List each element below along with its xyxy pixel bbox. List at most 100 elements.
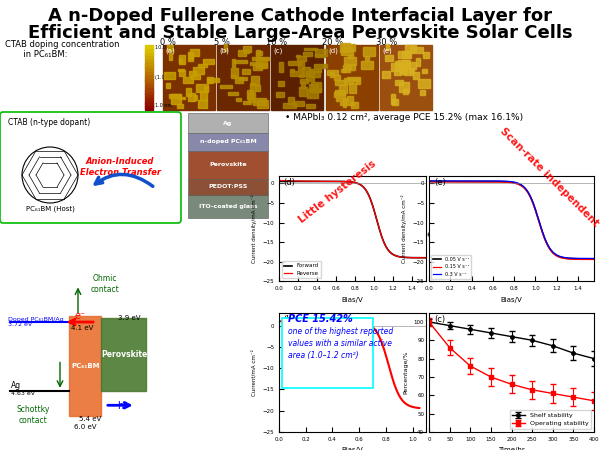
Bar	[250, 83, 254, 92]
FancyBboxPatch shape	[0, 112, 181, 223]
Bar	[356, 80, 360, 84]
Bar	[347, 77, 360, 81]
Bar	[256, 58, 266, 67]
Text: 1.0 nm: 1.0 nm	[155, 103, 172, 108]
Bar	[404, 70, 413, 75]
0.15 V s⁻¹	[565, 256, 572, 262]
Bar	[400, 65, 405, 74]
Bar	[256, 51, 262, 55]
Line: 0.3 V s⁻¹: 0.3 V s⁻¹	[429, 181, 594, 258]
Text: 3.9 eV: 3.9 eV	[118, 315, 140, 321]
Bar	[191, 75, 200, 79]
Bar	[306, 72, 314, 81]
0.05 V s⁻¹	[426, 179, 433, 184]
Bar	[145, 96, 153, 100]
Bar	[208, 78, 219, 82]
Text: 10.0 nm: 10.0 nm	[155, 45, 175, 50]
Bar	[188, 179, 268, 195]
Bar	[403, 89, 408, 94]
Bar	[243, 101, 251, 104]
Bar	[341, 47, 353, 55]
Bar	[340, 43, 350, 53]
Bar	[164, 72, 175, 79]
FancyArrowPatch shape	[95, 175, 153, 186]
Text: PC₆₁BM: PC₆₁BM	[71, 363, 100, 369]
Bar	[188, 71, 196, 76]
Bar	[326, 45, 378, 110]
Bar	[188, 133, 268, 151]
0.3 V s⁻¹	[524, 188, 531, 194]
Bar	[353, 78, 359, 81]
Bar	[391, 63, 403, 71]
Bar	[145, 71, 153, 74]
Line: Forward: Forward	[279, 181, 426, 258]
Bar	[188, 195, 268, 218]
X-axis label: Bias/V: Bias/V	[341, 447, 364, 450]
Bar	[238, 77, 247, 80]
Text: Doped PC₆₁BM/Ag: Doped PC₆₁BM/Ag	[8, 317, 64, 322]
Bar	[340, 102, 346, 105]
Text: (b): (b)	[219, 47, 229, 54]
Bar	[343, 65, 350, 72]
Bar	[169, 53, 172, 60]
Bar	[343, 98, 346, 107]
Bar	[346, 64, 355, 70]
Text: • FAPbI₃ device with large active area of 1.2 cm²: • FAPbI₃ device with large active area o…	[285, 230, 505, 239]
Bar	[199, 64, 207, 67]
Bar	[231, 75, 236, 78]
Bar	[385, 55, 393, 61]
Bar	[301, 79, 308, 83]
Line: Reverse: Reverse	[279, 180, 426, 258]
Text: Ohmic
contact: Ohmic contact	[91, 274, 119, 293]
Text: PC₆₁BM (Host): PC₆₁BM (Host)	[26, 206, 74, 212]
Text: (d): (d)	[328, 47, 338, 54]
Bar	[400, 66, 407, 73]
Text: Efficient and Stable Large-Area Perovskite Solar Cells: Efficient and Stable Large-Area Perovski…	[28, 24, 572, 42]
Bar	[188, 151, 268, 179]
Text: (1.0 nm: (1.0 nm	[155, 75, 174, 80]
Bar	[217, 45, 269, 110]
Bar	[347, 65, 351, 69]
Bar	[361, 61, 373, 69]
Legend: 0.05 V s⁻¹, 0.15 V s⁻¹, 0.3 V s⁻¹: 0.05 V s⁻¹, 0.15 V s⁻¹, 0.3 V s⁻¹	[431, 255, 471, 279]
Bar	[186, 88, 191, 96]
Y-axis label: Current density/mA cm⁻²: Current density/mA cm⁻²	[401, 194, 407, 263]
Bar	[145, 87, 153, 90]
Bar	[198, 100, 207, 108]
Bar	[235, 77, 244, 83]
Bar	[193, 68, 203, 73]
Bar	[410, 47, 422, 53]
Bar	[145, 45, 153, 48]
Forward	[275, 179, 283, 184]
Bar	[227, 92, 238, 94]
Bar	[311, 82, 320, 92]
FancyBboxPatch shape	[282, 318, 373, 388]
Bar	[276, 92, 284, 97]
Bar	[336, 99, 348, 101]
Bar	[253, 98, 266, 105]
Reverse	[399, 255, 406, 260]
Bar	[344, 78, 353, 84]
Y-axis label: Current/mA cm⁻²: Current/mA cm⁻²	[251, 349, 257, 396]
Bar	[167, 45, 173, 51]
Bar	[166, 84, 170, 88]
Bar	[301, 82, 305, 88]
Bar	[351, 103, 358, 108]
Bar	[305, 104, 316, 108]
Bar	[331, 72, 334, 77]
Text: 30 %: 30 %	[376, 38, 398, 47]
Forward	[409, 255, 416, 261]
Bar	[188, 93, 194, 101]
Text: (c): (c)	[434, 315, 445, 324]
Bar	[290, 69, 294, 72]
Bar	[400, 63, 403, 65]
Bar	[207, 77, 213, 83]
Text: 6.0 eV: 6.0 eV	[74, 424, 97, 430]
Forward	[365, 193, 373, 198]
0.15 V s⁻¹	[426, 179, 433, 184]
Bar	[179, 58, 182, 63]
Bar	[398, 60, 407, 66]
Bar	[179, 55, 185, 64]
Bar	[145, 58, 153, 61]
Text: ITO-coated glass: ITO-coated glass	[199, 204, 257, 209]
